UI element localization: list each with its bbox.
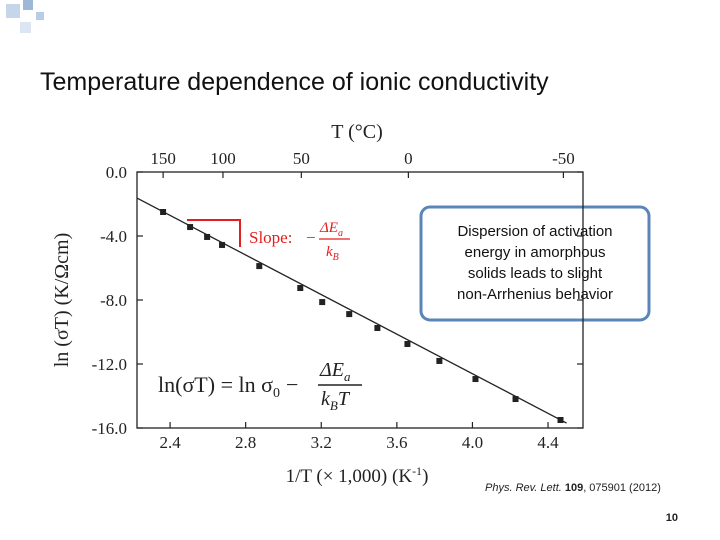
eq-den-tail: T xyxy=(338,388,351,410)
data-point xyxy=(204,233,211,240)
data-point xyxy=(346,311,353,318)
eq-minus: − xyxy=(286,372,298,397)
slope-label: Slope: xyxy=(249,228,292,247)
slope-minus: − xyxy=(306,228,316,247)
data-point xyxy=(374,325,381,331)
top-tick-label: 0 xyxy=(404,149,413,168)
decor-square xyxy=(20,22,31,33)
top-tick-label: -50 xyxy=(552,149,575,168)
eq-num-sub: a xyxy=(344,369,351,384)
eq-den-sub: B xyxy=(330,398,338,413)
slope-triangle xyxy=(187,219,241,247)
slope-den-sub: B xyxy=(333,252,339,263)
decor-square xyxy=(6,4,20,18)
x-axis-label: 1/T (× 1,000) (K-1) xyxy=(286,464,429,487)
y-tick-label: -12.0 xyxy=(92,355,127,374)
top-tick-label: 50 xyxy=(293,149,310,168)
decor-square xyxy=(23,0,33,10)
x-tick-label: 2.8 xyxy=(235,433,256,452)
y-tick-label: 0.0 xyxy=(106,163,127,182)
eq-lhs-sub: 0 xyxy=(273,386,280,401)
x-tick-label: 3.6 xyxy=(386,433,407,452)
slope-num-sub: a xyxy=(338,228,343,239)
top-axis-label: T (°C) xyxy=(331,121,383,143)
data-point xyxy=(187,224,194,231)
x-axis-label-sup: -1 xyxy=(412,464,422,478)
data-point xyxy=(472,376,479,383)
ref-volume: 109 xyxy=(565,482,583,494)
decor-square xyxy=(36,12,44,20)
data-point xyxy=(512,396,519,403)
data-point xyxy=(436,357,443,364)
data-point xyxy=(319,299,326,306)
callout-line: Dispersion of activation xyxy=(457,223,612,240)
top-tick-label: 150 xyxy=(150,149,176,168)
ref-journal: Phys. Rev. Lett. xyxy=(485,482,562,494)
slope-numerator: ΔEa xyxy=(319,220,343,239)
x-axis-label-main: 1/T (× 1,000) (K xyxy=(286,466,413,487)
x-tick-label: 4.0 xyxy=(462,433,483,452)
reference: Phys. Rev. Lett. 109, 075901 (2012) xyxy=(485,482,661,494)
slide-title: Temperature dependence of ionic conducti… xyxy=(40,68,549,96)
y-tick-label: -4.0 xyxy=(100,227,127,246)
data-point xyxy=(557,417,564,423)
callout-line: energy in amorphous xyxy=(465,244,606,261)
eq-den: k xyxy=(321,388,331,410)
callout-line: solids leads to slight xyxy=(468,265,603,282)
slope-den: k xyxy=(326,244,333,260)
y-tick-label: -8.0 xyxy=(100,291,127,310)
y-axis-label: ln (σT) (K/Ωcm) xyxy=(51,233,73,368)
x-tick-label: 2.4 xyxy=(159,433,181,452)
x-axis-label-close: ) xyxy=(422,466,428,487)
y-tick-label: -16.0 xyxy=(92,419,127,438)
ref-rest: , 075901 (2012) xyxy=(583,482,661,494)
slope-denominator: kB xyxy=(326,244,339,263)
x-tick-label: 3.2 xyxy=(311,433,332,452)
data-point xyxy=(404,341,411,347)
callout-box xyxy=(419,205,651,322)
eq-lhs: ln(σT) = ln σ xyxy=(158,372,273,397)
slope-num: ΔE xyxy=(319,220,338,236)
page-number: 10 xyxy=(666,512,678,524)
data-point xyxy=(219,241,226,248)
top-tick-label: 100 xyxy=(210,149,236,168)
data-point xyxy=(256,263,263,270)
equation-numerator: ΔEa xyxy=(319,359,351,384)
data-point xyxy=(297,285,304,291)
equation-lhs: ln(σT) = ln σ0− xyxy=(158,372,298,401)
data-point xyxy=(160,209,167,215)
x-tick-label: 4.4 xyxy=(537,433,559,452)
equation-denominator: kBT xyxy=(321,388,351,413)
eq-num: ΔE xyxy=(319,359,344,381)
callout-text: Dispersion of activation energy in amorph… xyxy=(457,223,613,303)
callout-line: non-Arrhenius behavior xyxy=(457,286,613,303)
